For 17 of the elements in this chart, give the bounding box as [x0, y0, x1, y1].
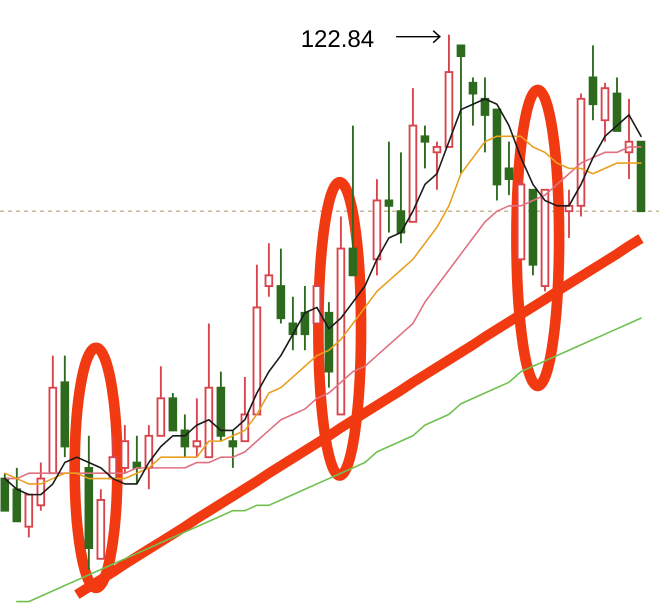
- candlestick: [300, 285, 310, 352]
- annotation: 122.84: [302, 30, 374, 48]
- candlestick: [468, 76, 478, 127]
- candlestick: [480, 76, 490, 154]
- candlestick: [132, 434, 142, 485]
- candlestick: [192, 397, 202, 458]
- candlestick: [180, 413, 190, 458]
- candlestick: [564, 188, 574, 239]
- candlestick: [228, 430, 238, 469]
- candlestick: [384, 140, 394, 234]
- candlestick: [432, 140, 442, 191]
- candlestick: [420, 124, 430, 170]
- candlestick: [264, 242, 274, 298]
- candlestick: [504, 140, 514, 196]
- candlestick: [456, 44, 466, 175]
- candlestick: [396, 151, 406, 244]
- candlestick: [624, 98, 634, 180]
